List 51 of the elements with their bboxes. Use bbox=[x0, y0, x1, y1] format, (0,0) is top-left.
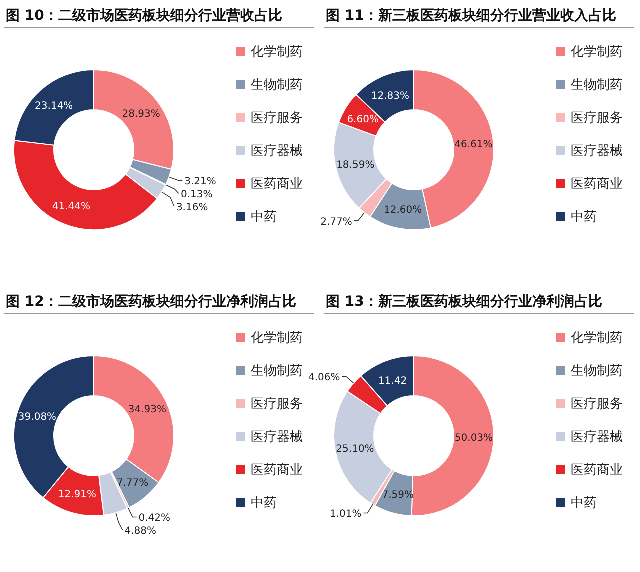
data-label: 7.77% bbox=[116, 478, 149, 489]
legend-label: 医药商业 bbox=[571, 463, 623, 478]
legend-label: 化学制药 bbox=[251, 45, 303, 60]
data-label: 46.61% bbox=[454, 140, 493, 151]
legend-label: 医药商业 bbox=[251, 177, 303, 192]
data-label: 28.93% bbox=[122, 109, 160, 120]
data-label: 3.21% bbox=[184, 176, 216, 188]
data-label: 0.42% bbox=[138, 513, 171, 524]
data-label: 1.01% bbox=[330, 509, 362, 520]
legend-label: 医疗服务 bbox=[571, 111, 623, 126]
chart-title: 图 12：二级市场医药板块细分行业净利润占比 bbox=[6, 293, 296, 310]
data-label: 3.16% bbox=[176, 202, 208, 214]
data-label: 39.08% bbox=[18, 412, 57, 423]
legend-label: 医疗服务 bbox=[251, 111, 303, 126]
legend-label: 医药商业 bbox=[251, 463, 303, 478]
legend-label: 生物制药 bbox=[251, 364, 303, 379]
legend-label: 化学制药 bbox=[251, 331, 303, 346]
data-label: 11.42 bbox=[378, 376, 408, 387]
legend-label: 医疗服务 bbox=[251, 397, 303, 412]
legend-label: 中药 bbox=[571, 496, 597, 511]
chart-title: 图 13：新三板医药板块细分行业净利润占比 bbox=[326, 293, 602, 310]
legend-label: 医药商业 bbox=[571, 177, 623, 192]
data-label: 12.60% bbox=[384, 205, 422, 216]
data-label: 25.10% bbox=[336, 444, 374, 456]
legend-label: 化学制药 bbox=[571, 331, 623, 346]
data-label: 4.06% bbox=[308, 372, 340, 384]
data-label: 0.13% bbox=[180, 190, 213, 201]
chart-title: 图 11：新三板医药板块细分行业营业收入占比 bbox=[326, 7, 616, 24]
legend-label: 生物制药 bbox=[251, 78, 303, 93]
data-label: 50.03% bbox=[454, 432, 494, 444]
chart-title: 图 10：二级市场医药板块细分行业营收占比 bbox=[6, 7, 282, 24]
legend-label: 医疗器械 bbox=[571, 430, 623, 445]
data-label: 2.77% bbox=[320, 216, 352, 228]
legend-label: 医疗器械 bbox=[571, 144, 623, 159]
data-label: 23.14% bbox=[35, 101, 74, 112]
data-label: 12.91% bbox=[58, 490, 96, 501]
legend-label: 化学制药 bbox=[571, 45, 623, 60]
data-label: 4.88% bbox=[124, 526, 157, 538]
legend-label: 医疗器械 bbox=[251, 430, 303, 445]
data-label: 34.93% bbox=[128, 404, 166, 416]
legend-label: 中药 bbox=[571, 210, 597, 225]
data-label: 6.60% bbox=[347, 114, 379, 126]
data-label: 12.83% bbox=[371, 90, 410, 102]
legend-label: 生物制药 bbox=[571, 78, 623, 93]
data-label: 18.59% bbox=[336, 160, 375, 171]
legend-label: 中药 bbox=[251, 210, 277, 225]
data-label: 41.44% bbox=[52, 202, 90, 213]
legend-label: 生物制药 bbox=[571, 364, 623, 379]
legend-label: 医疗服务 bbox=[571, 397, 623, 412]
legend-label: 中药 bbox=[251, 496, 277, 511]
legend-label: 医疗器械 bbox=[251, 144, 303, 159]
